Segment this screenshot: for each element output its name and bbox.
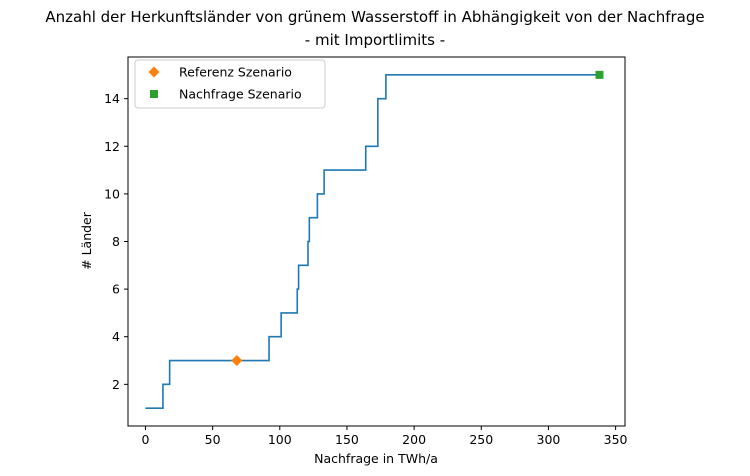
x-tick-label: 200 — [402, 432, 426, 447]
legend-label: Referenz Szenario — [179, 65, 292, 80]
y-tick-label: 2 — [112, 377, 120, 392]
legend: Referenz Szenario Nachfrage Szenario — [134, 59, 326, 109]
legend-label: Nachfrage Szenario — [179, 87, 302, 102]
x-axis-label: Nachfrage in TWh/a — [314, 451, 438, 466]
country-count-step-line — [145, 74, 600, 409]
y-tick-label: 12 — [104, 139, 120, 154]
y-tick-label: 14 — [104, 91, 120, 106]
x-tick-label: 300 — [537, 432, 561, 447]
y-tick-label: 10 — [104, 186, 120, 201]
x-axis: 0 50 100 150 200 250 300 350 — [141, 426, 628, 447]
chart-title-line-1: Anzahl der Herkunftsländer von grünem Wa… — [45, 8, 704, 26]
plot-area — [145, 70, 604, 409]
y-axis-label: # Länder — [79, 211, 94, 270]
plot-frame — [127, 56, 626, 427]
reference-scenario-point — [231, 355, 243, 367]
legend-reference-marker — [148, 66, 160, 78]
y-tick-label: 6 — [112, 282, 120, 297]
y-axis: 2 4 6 8 10 12 14 — [104, 91, 128, 392]
x-tick-label: 100 — [268, 432, 292, 447]
y-tick-label: 8 — [112, 234, 120, 249]
legend-box — [134, 59, 326, 109]
chart-title-line-2: - mit Importlimits - — [305, 31, 445, 49]
x-tick-label: 250 — [469, 432, 493, 447]
x-tick-label: 150 — [335, 432, 359, 447]
demand-scenario-point — [595, 70, 604, 79]
x-tick-label: 350 — [604, 432, 628, 447]
y-tick-label: 4 — [112, 329, 120, 344]
x-tick-label: 0 — [141, 432, 149, 447]
x-tick-label: 50 — [205, 432, 221, 447]
legend-demand-marker — [150, 90, 158, 98]
